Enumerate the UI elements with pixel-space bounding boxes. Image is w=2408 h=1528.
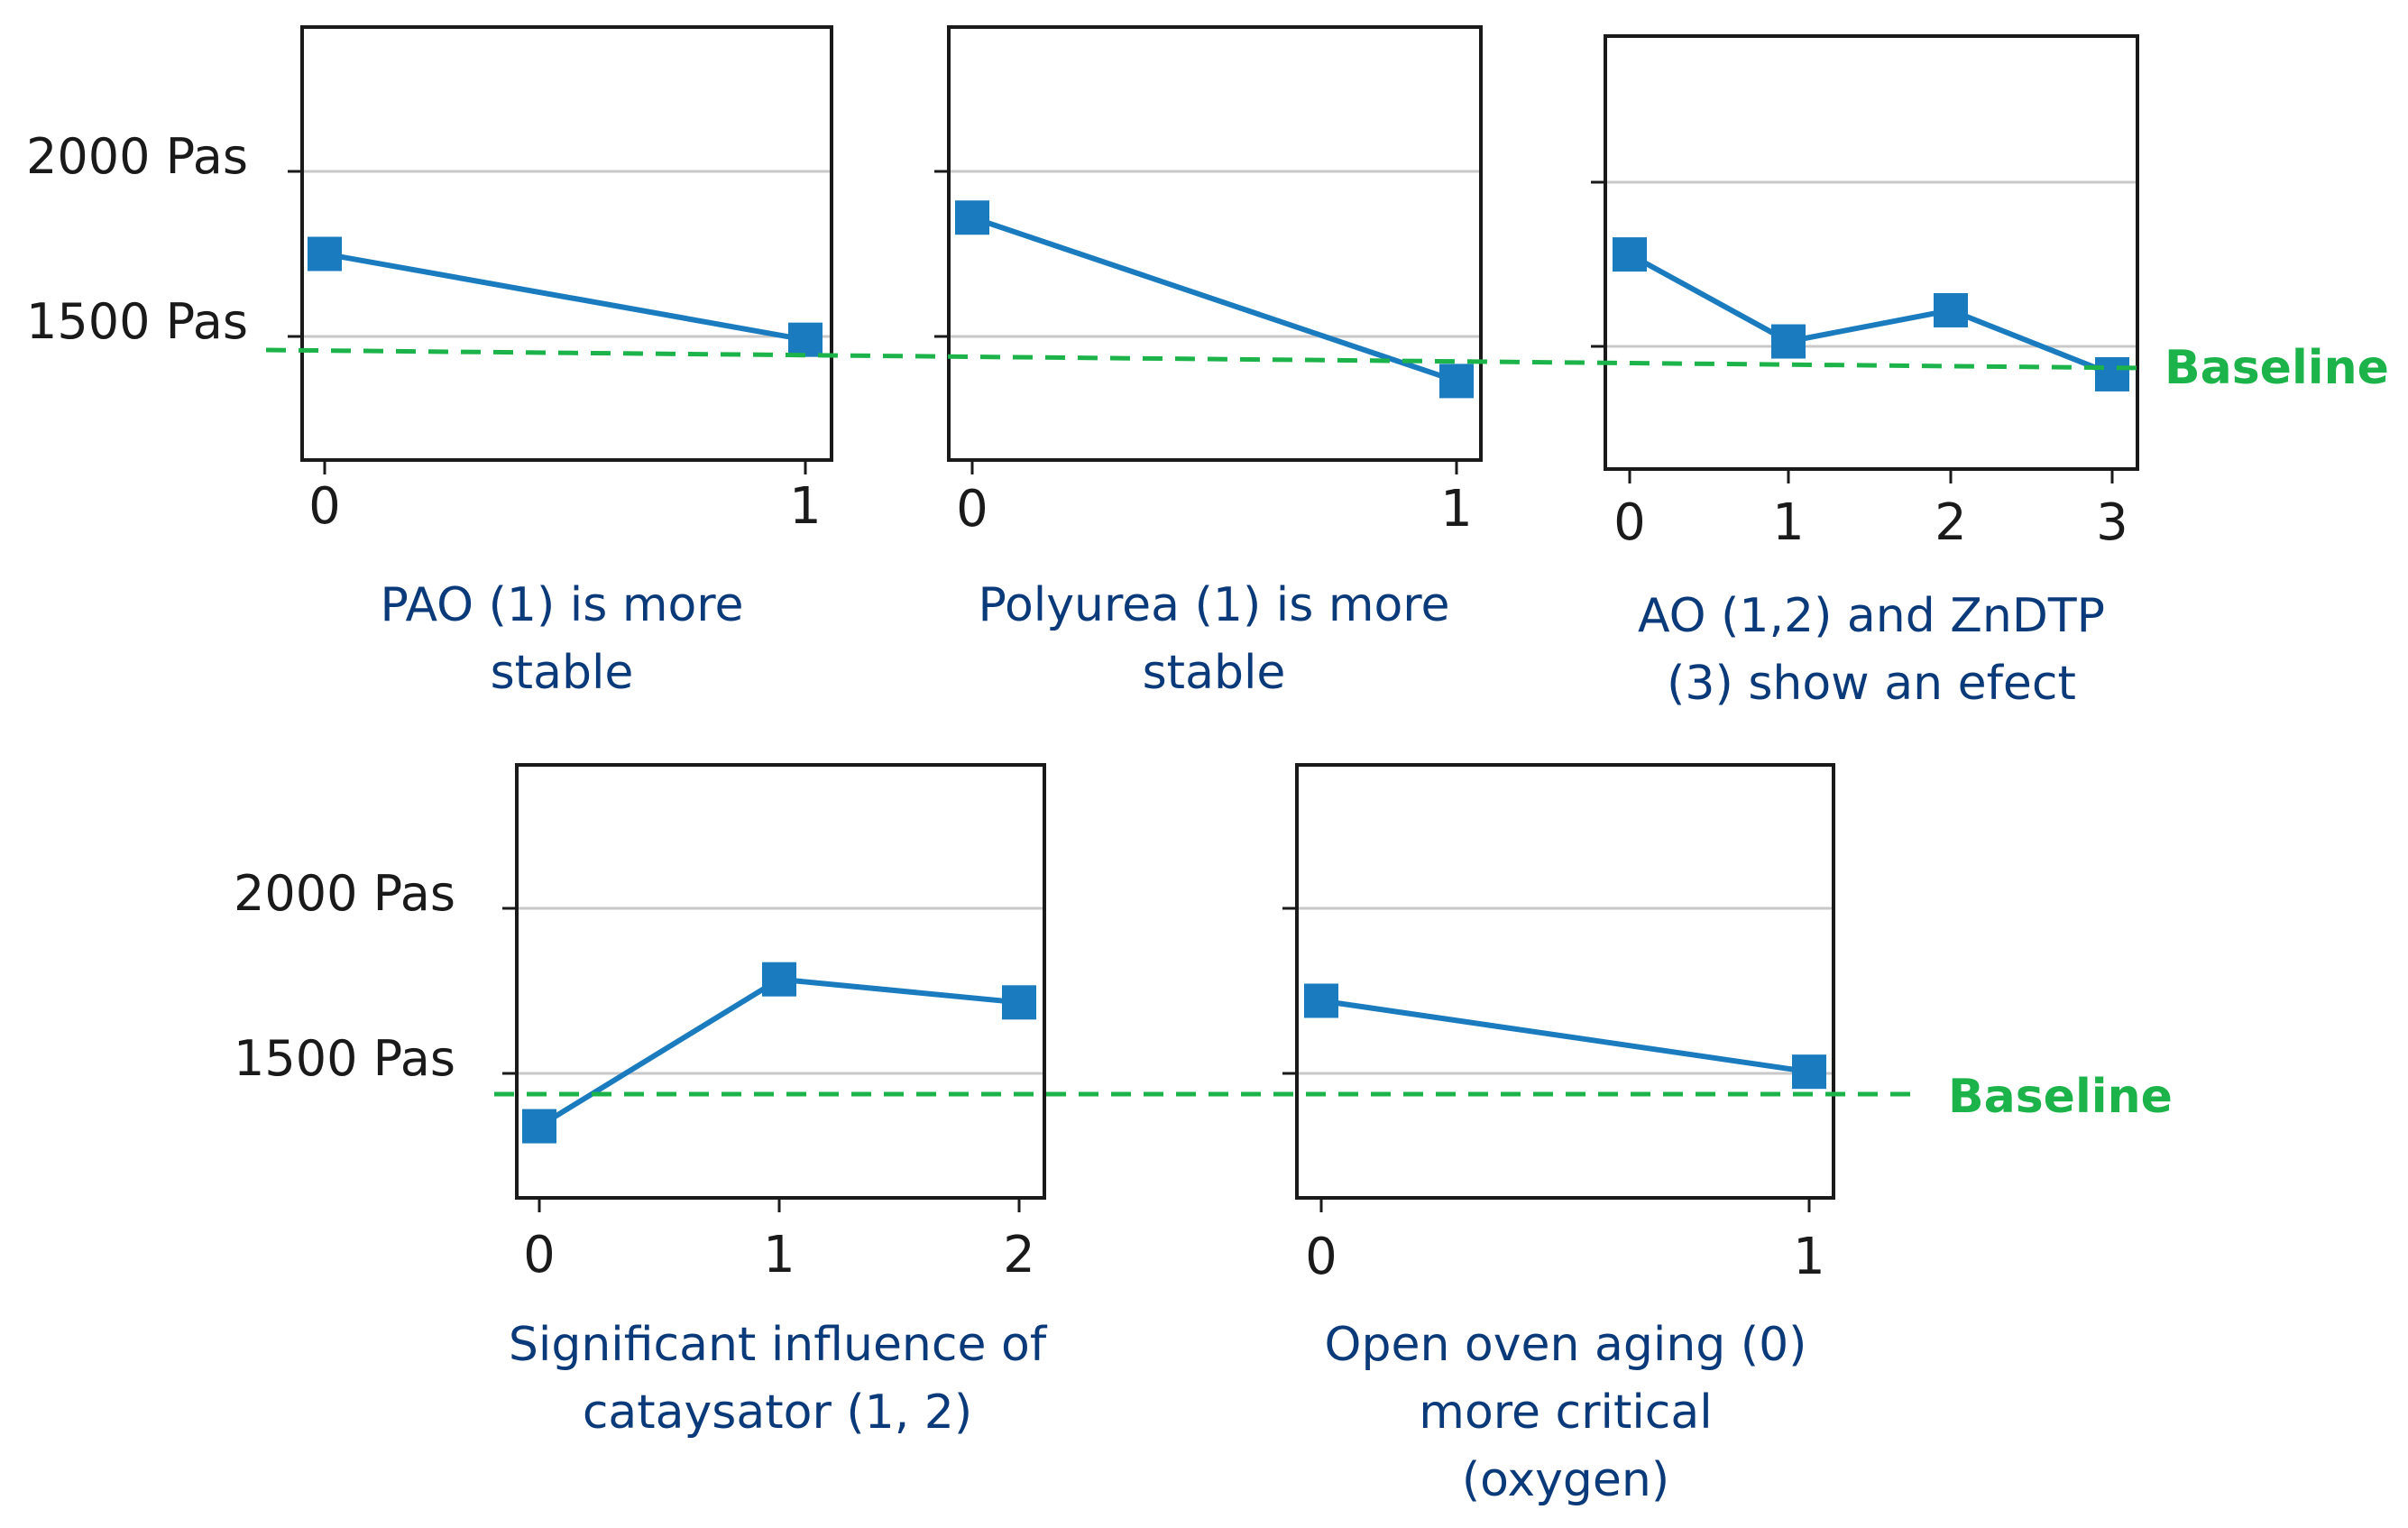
y-tick-label: 2000 Pas [26, 128, 248, 185]
x-tick-label: 0 [523, 1226, 556, 1284]
plot-frame [1295, 763, 1835, 1200]
panel-caption: more critical [1419, 1385, 1712, 1440]
panel-caption: Polyurea (1) is more [978, 578, 1449, 632]
x-tick-label: 1 [763, 1226, 795, 1284]
data-point [1304, 983, 1338, 1018]
plot-frame [1604, 34, 2139, 471]
data-point [1002, 985, 1036, 1020]
data-point [762, 962, 796, 997]
x-tick-label: 1 [1440, 480, 1473, 538]
panel-polyurea: 0 1 Polyurea (1) is more stable [934, 25, 1483, 700]
baseline-line-top [265, 347, 2146, 371]
series-line [971, 215, 1457, 384]
data-point [788, 322, 823, 357]
series-line [538, 976, 1020, 1129]
x-tick-label: 3 [2096, 493, 2128, 552]
x-tick-label: 0 [1613, 493, 1646, 552]
panel-caption: Significant influence of [509, 1318, 1048, 1372]
panel-catalyst: 2000 Pas 1500 Pas 0 1 2 Significant influence… [234, 763, 1048, 1440]
baseline-label-top: Baseline [2164, 341, 2389, 395]
x-tick-label: 0 [1305, 1228, 1337, 1286]
series-line [1320, 998, 1810, 1075]
x-tick-label: 0 [956, 480, 988, 538]
panel-pao: 2000 Pas 1500 Pas 0 1 PAO (1) is more stable [26, 25, 833, 700]
panel-caption: (3) show an efect [1667, 657, 2076, 711]
panel-caption: (oxygen) [1462, 1453, 1669, 1507]
y-tick-label: 1500 Pas [26, 293, 248, 350]
panel-caption: stable [491, 646, 634, 700]
series-line [1628, 252, 2114, 377]
x-tick-label: 1 [1793, 1228, 1825, 1286]
panel-caption: Open oven aging (0) [1325, 1318, 1807, 1372]
x-tick-label: 2 [1935, 493, 1967, 552]
panel-ao-zndtp: 0 1 2 3 AO (1,2) and ZnDTP (3) show an efect [1591, 34, 2139, 711]
plot-frame [300, 25, 833, 462]
data-point [955, 200, 989, 235]
data-point [1613, 237, 1647, 272]
series-line [324, 251, 806, 343]
panel-caption: cataysator (1, 2) [583, 1385, 972, 1440]
x-tick-label: 0 [308, 477, 341, 536]
y-tick-label: 1500 Pas [234, 1030, 455, 1087]
plot-frame [947, 25, 1483, 462]
data-point [308, 236, 342, 272]
panel-caption: stable [1143, 646, 1286, 700]
data-point [1439, 364, 1474, 399]
data-point [2095, 356, 2129, 391]
baseline-label-bottom: Baseline [1948, 1070, 2173, 1124]
panel-caption: AO (1,2) and ZnDTP [1638, 589, 2105, 643]
data-point [522, 1109, 556, 1144]
panel-oven-aging: 0 1 Open oven aging (0) more critical (oxyge… [1282, 763, 1835, 1507]
data-point [1934, 292, 1968, 327]
data-point [1792, 1054, 1826, 1090]
x-tick-label: 2 [1003, 1226, 1035, 1284]
data-point [1771, 324, 1806, 359]
y-tick-label: 2000 Pas [234, 865, 455, 922]
panel-caption: PAO (1) is more [380, 578, 743, 632]
x-tick-label: 1 [789, 477, 822, 536]
x-tick-label: 1 [1772, 493, 1805, 552]
